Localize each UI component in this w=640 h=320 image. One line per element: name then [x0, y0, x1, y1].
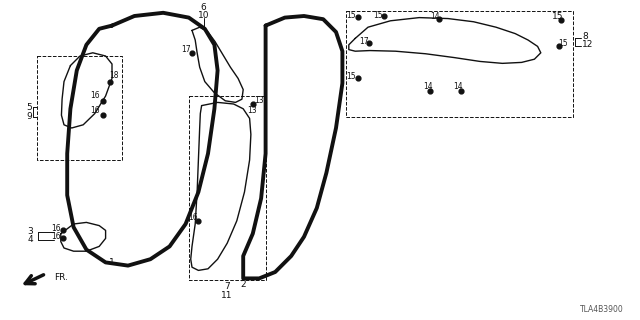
Point [58, 236, 68, 241]
Text: 11: 11 [221, 292, 233, 300]
Text: 12: 12 [582, 40, 594, 49]
Point [425, 89, 435, 94]
Text: 18: 18 [109, 71, 118, 80]
Text: 2: 2 [241, 280, 246, 289]
Text: 6: 6 [201, 4, 206, 12]
Text: 15: 15 [346, 12, 356, 20]
Point [105, 79, 115, 84]
Point [364, 41, 374, 46]
Text: 16: 16 [188, 213, 198, 222]
Text: 15: 15 [372, 11, 383, 20]
Text: 16: 16 [51, 224, 61, 233]
Text: 10: 10 [198, 12, 209, 20]
Point [434, 16, 444, 21]
Point [556, 17, 566, 22]
Text: 16: 16 [90, 92, 100, 100]
Point [554, 44, 564, 49]
Text: 9: 9 [26, 112, 31, 121]
Text: 16: 16 [51, 232, 61, 241]
Text: FR.: FR. [54, 273, 68, 282]
Text: 13: 13 [254, 96, 264, 105]
Text: 4: 4 [28, 236, 33, 244]
Point [187, 50, 197, 55]
Text: 14: 14 [422, 82, 433, 91]
Point [98, 113, 108, 118]
Point [98, 98, 108, 103]
Text: 16: 16 [90, 106, 100, 115]
Text: 15: 15 [552, 12, 564, 21]
Text: 8: 8 [582, 32, 588, 41]
Text: 17: 17 [358, 37, 369, 46]
Text: 14: 14 [430, 12, 440, 21]
Point [248, 101, 258, 107]
Point [379, 13, 389, 19]
Text: 15: 15 [558, 39, 568, 48]
Text: 14: 14 [452, 82, 463, 91]
Text: TLA4B3900: TLA4B3900 [580, 305, 624, 314]
Point [353, 76, 364, 81]
Text: 5: 5 [26, 103, 31, 112]
Point [456, 89, 466, 94]
Point [193, 218, 204, 223]
Point [58, 228, 68, 233]
Text: 17: 17 [180, 45, 191, 54]
Text: 7: 7 [225, 282, 230, 291]
Text: 13: 13 [246, 106, 257, 115]
Text: 3: 3 [28, 228, 33, 236]
Point [353, 14, 364, 19]
Text: 15: 15 [346, 72, 356, 81]
Text: 1: 1 [109, 258, 115, 267]
